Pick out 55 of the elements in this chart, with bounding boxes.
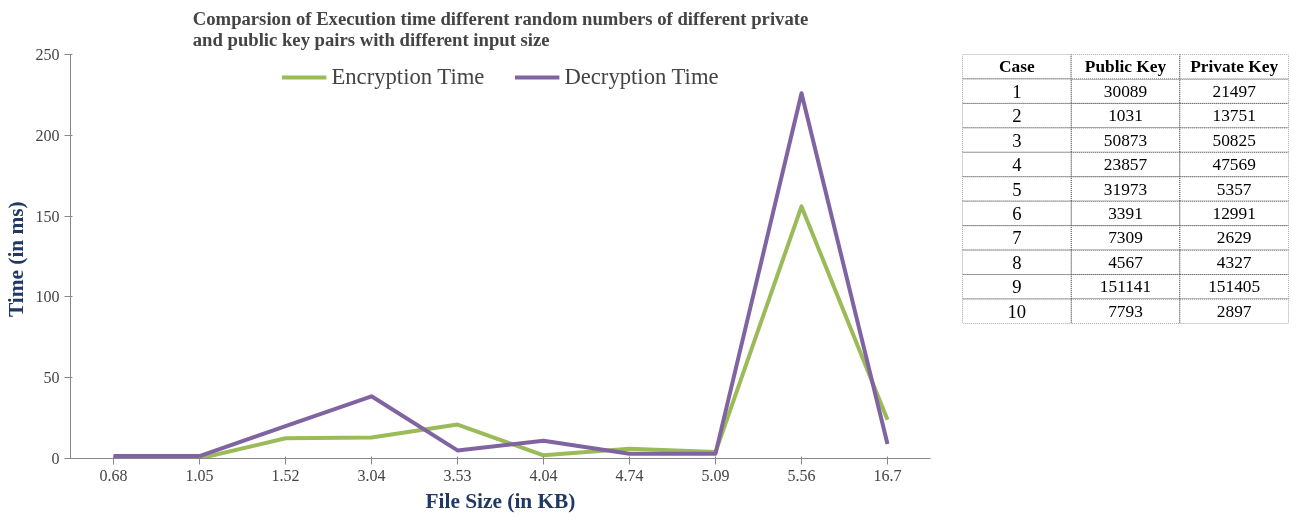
data-label: 31973 <box>1103 179 1148 199</box>
x-tick-label: Public Key <box>1084 57 1167 77</box>
x-tick-label: 0.68 <box>99 466 128 484</box>
data-label: 30089 <box>1103 81 1148 101</box>
data-label: 4327 <box>1216 252 1252 272</box>
data-label: 3391 <box>1108 203 1143 223</box>
data-label: 151405 <box>1208 277 1261 297</box>
y-tick-label: 0 <box>51 450 60 467</box>
x-tick-label: 16.7 <box>873 466 902 484</box>
data-label: 7309 <box>1108 228 1143 248</box>
line-series <box>111 91 890 459</box>
y-tick-label: 4 <box>1012 154 1023 176</box>
data-label: 50873 <box>1103 130 1148 150</box>
x-tick-label: Private Key <box>1190 57 1279 77</box>
x-tick-label: 1.05 <box>185 466 214 484</box>
y-tick-label: 3 <box>1012 129 1022 151</box>
y-tick-label: 7 <box>1012 227 1022 249</box>
data-label: 7793 <box>1108 301 1143 321</box>
data-label: 1031 <box>1108 106 1143 126</box>
x-tick-label: 1.52 <box>271 466 300 484</box>
y-tick-label: 9 <box>1012 276 1022 298</box>
chart-title: Comparsion of Execution time different random numbers of different private and public key pairs with different input size <box>192 7 809 50</box>
y-tick-label: 50 <box>43 369 60 387</box>
y-tick-label: 200 <box>35 126 60 144</box>
data-label: 2629 <box>1216 228 1252 248</box>
data-label: 2897 <box>1216 301 1252 321</box>
x-tick-label: 3.04 <box>357 466 386 484</box>
data-label: 5357 <box>1216 179 1252 199</box>
y-tick-label: 2 <box>1012 105 1022 127</box>
x-tick-label: 4.04 <box>529 466 558 484</box>
y-tick-label: 250 <box>35 46 60 63</box>
y-tick-label: 8 <box>1012 251 1022 273</box>
data-label: 151141 <box>1099 277 1152 297</box>
y-tick-label: 6 <box>1012 202 1022 224</box>
data-label: 13751 <box>1212 106 1256 126</box>
y-tick-label: 100 <box>35 288 60 306</box>
data-label: 12991 <box>1212 203 1256 223</box>
legend-label: Decryption Time <box>564 64 719 90</box>
x-axis-title: File Size (in KB) <box>425 488 576 513</box>
data-label: 47569 <box>1212 155 1256 175</box>
data-label: 23857 <box>1103 155 1148 175</box>
x-tick-label: 5.09 <box>701 466 730 484</box>
y-tick-label: 1 <box>1012 80 1022 102</box>
y-tick-label: 10 <box>1007 300 1027 322</box>
data-label: 21497 <box>1212 81 1257 101</box>
data-label: 50825 <box>1212 130 1256 150</box>
y-axis-title: Case <box>999 57 1035 77</box>
y-tick-label: 5 <box>1012 178 1022 200</box>
y-tick-label: 150 <box>35 207 60 225</box>
y-axis-title: Time (in ms) <box>3 201 28 318</box>
data-label: 4567 <box>1108 252 1144 272</box>
legend-label: Encryption Time <box>331 64 485 90</box>
x-tick-label: 5.56 <box>787 466 816 484</box>
x-tick-label: 4.74 <box>615 466 644 484</box>
x-tick-label: 3.53 <box>443 466 472 484</box>
